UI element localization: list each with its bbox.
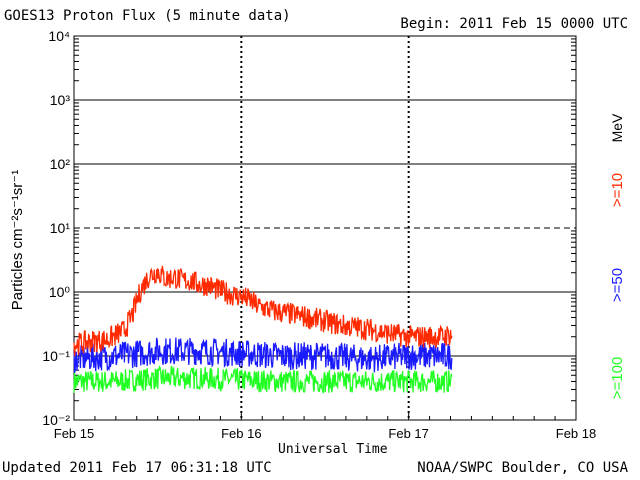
y-tick-labels: 10⁻² 10⁻¹ 10⁰ 10¹ 10² 10³ 10⁴ (42, 28, 70, 428)
y-tick-label: 10¹ (50, 220, 71, 236)
series-line-gte100 (73, 365, 453, 394)
x-tick-label: Feb 16 (221, 426, 261, 441)
y-tick-label: 10³ (50, 92, 71, 108)
y-tick-label: 10⁴ (48, 28, 70, 44)
series-line-gte50 (73, 337, 453, 373)
credit-text: NOAA/SWPC Boulder, CO USA (417, 460, 628, 476)
legend-label-gte100: >=100 (609, 357, 626, 400)
series-line-gte10 (73, 265, 453, 357)
x-tick-label: Feb 17 (388, 426, 428, 441)
legend-unit-label: MeV (609, 113, 625, 142)
x-axis-label: Universal Time (278, 442, 388, 457)
x-tick-label: Feb 18 (556, 426, 596, 441)
y-axis-label: Particles cm⁻²s⁻¹sr⁻¹ (9, 170, 26, 310)
x-tick-labels: Feb 15 Feb 16 Feb 17 Feb 18 (54, 426, 596, 441)
updated-timestamp: Updated 2011 Feb 17 06:31:18 UTC (2, 460, 272, 476)
chart-title: GOES13 Proton Flux (5 minute data) (4, 8, 291, 24)
y-tick-label: 10⁰ (49, 284, 71, 300)
y-tick-label: 10⁻² (42, 412, 70, 428)
legend-label-gte50: >=50 (609, 268, 626, 302)
y-tick-label: 10⁻¹ (42, 348, 70, 364)
begin-time: Begin: 2011 Feb 15 0000 UTC (400, 16, 628, 32)
legend: >=10 >=50 >=100 MeV (609, 113, 626, 399)
x-tick-label: Feb 15 (54, 426, 94, 441)
series-layer (73, 265, 453, 394)
y-tick-label: 10² (50, 156, 71, 172)
legend-label-gte10: >=10 (609, 173, 626, 207)
